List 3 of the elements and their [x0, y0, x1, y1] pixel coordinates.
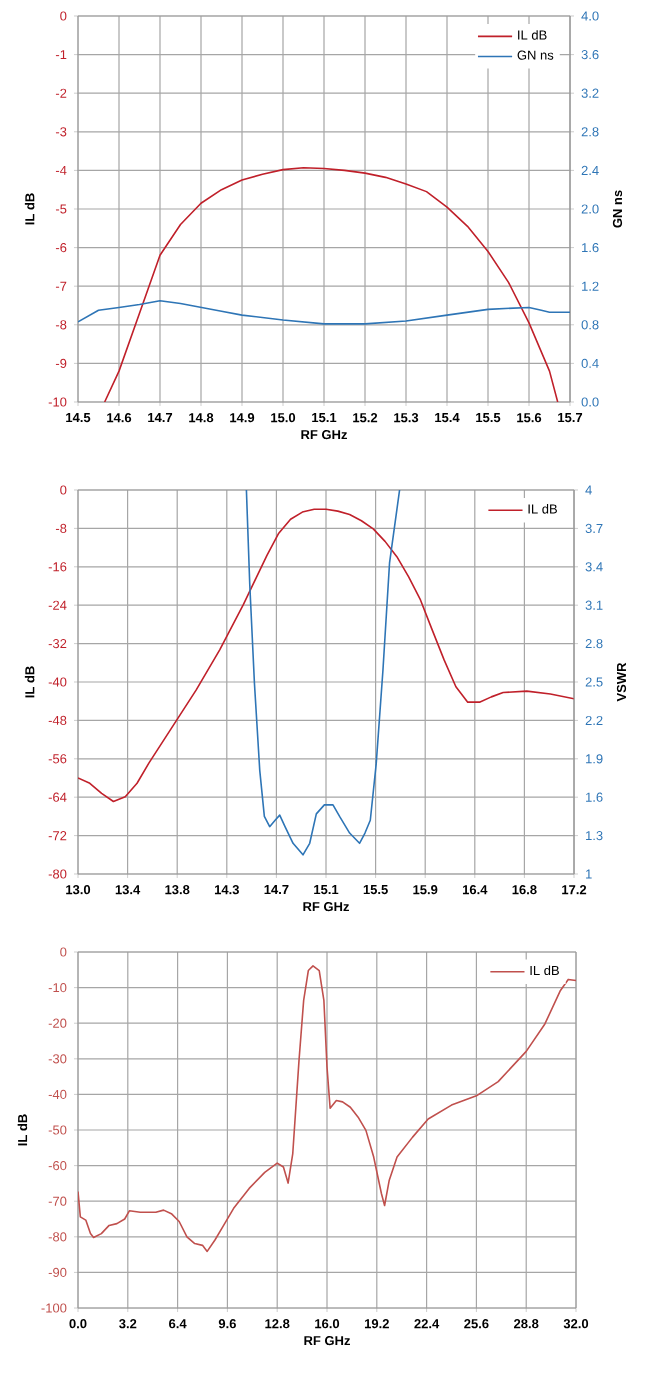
line-series [78, 965, 577, 1253]
line-series [103, 166, 559, 402]
line-series [245, 490, 401, 856]
